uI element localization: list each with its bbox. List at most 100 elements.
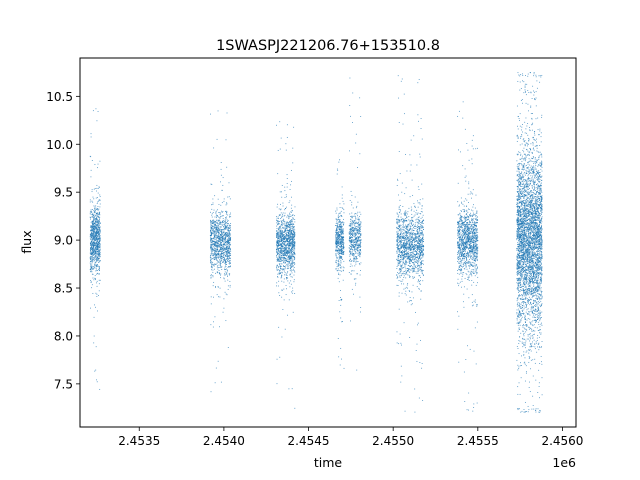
data-point xyxy=(283,269,285,271)
data-point xyxy=(98,245,99,247)
data-point xyxy=(97,265,99,267)
data-point xyxy=(340,256,341,258)
data-point xyxy=(228,233,230,235)
data-point xyxy=(99,203,101,205)
data-point xyxy=(213,281,215,283)
data-point xyxy=(220,229,222,230)
data-point xyxy=(416,233,418,235)
data-point xyxy=(222,240,224,242)
data-point xyxy=(358,221,360,223)
data-point xyxy=(212,255,214,257)
data-point xyxy=(355,282,357,284)
data-point xyxy=(351,288,353,290)
data-point xyxy=(292,246,294,248)
data-point xyxy=(294,407,296,409)
data-point xyxy=(343,223,345,225)
data-point xyxy=(226,254,228,256)
data-point xyxy=(414,271,416,272)
data-point xyxy=(284,272,286,273)
data-point xyxy=(420,246,422,248)
data-point xyxy=(400,213,402,215)
data-point xyxy=(222,262,224,263)
data-point xyxy=(417,246,419,248)
data-point xyxy=(287,236,289,238)
data-point xyxy=(281,234,283,236)
data-point xyxy=(284,250,286,252)
data-point xyxy=(349,224,351,226)
data-point xyxy=(422,235,424,237)
data-point xyxy=(282,212,284,214)
data-point xyxy=(222,311,224,313)
data-point xyxy=(414,262,416,263)
data-point xyxy=(210,276,212,278)
data-point xyxy=(404,410,406,412)
data-point xyxy=(338,213,340,215)
data-point xyxy=(419,284,421,285)
data-point xyxy=(92,236,94,238)
data-point xyxy=(223,253,225,255)
data-point xyxy=(229,198,231,200)
data-point xyxy=(335,255,337,256)
data-point xyxy=(210,240,212,242)
data-point xyxy=(286,277,288,279)
data-point xyxy=(288,250,290,251)
data-point xyxy=(211,234,213,236)
data-point xyxy=(276,219,278,221)
data-point xyxy=(224,264,226,266)
data-point xyxy=(281,184,283,186)
data-point xyxy=(96,259,98,260)
data-point xyxy=(349,237,351,239)
data-point xyxy=(96,259,97,261)
data-point xyxy=(293,262,294,264)
data-point xyxy=(354,227,356,229)
data-point xyxy=(90,226,92,228)
data-point xyxy=(290,238,292,240)
data-point xyxy=(220,251,222,252)
data-point xyxy=(91,267,93,269)
data-point xyxy=(355,217,357,219)
data-point xyxy=(221,254,222,256)
data-point xyxy=(294,219,296,220)
data-point xyxy=(97,237,99,239)
data-point xyxy=(359,251,361,253)
data-point xyxy=(210,246,211,248)
data-point xyxy=(336,227,338,229)
data-point xyxy=(417,270,419,272)
data-point xyxy=(91,263,93,265)
data-point xyxy=(282,239,284,241)
data-point xyxy=(279,234,281,236)
data-point xyxy=(343,253,345,255)
data-point xyxy=(285,237,287,239)
data-point xyxy=(217,249,218,251)
data-point xyxy=(90,244,91,246)
data-point xyxy=(353,249,355,251)
data-point xyxy=(230,250,232,252)
data-point xyxy=(212,285,214,287)
data-point xyxy=(418,397,420,399)
data-point xyxy=(414,266,416,268)
data-point xyxy=(349,226,351,227)
data-point xyxy=(223,248,225,250)
data-point xyxy=(292,241,293,243)
data-point xyxy=(97,237,99,239)
data-point xyxy=(211,246,213,248)
data-point xyxy=(216,229,218,231)
data-point xyxy=(93,198,95,200)
data-point xyxy=(229,266,231,267)
data-point xyxy=(356,226,358,228)
data-point xyxy=(93,316,95,318)
data-point xyxy=(288,241,290,243)
data-point xyxy=(284,268,286,270)
data-point xyxy=(210,220,212,222)
data-point xyxy=(222,238,224,240)
data-point xyxy=(277,216,279,218)
data-point xyxy=(352,92,354,94)
data-point xyxy=(293,236,295,238)
data-point xyxy=(353,293,354,295)
data-point xyxy=(420,264,422,266)
data-point xyxy=(339,212,341,214)
data-point xyxy=(276,235,278,236)
data-point xyxy=(401,218,403,220)
data-point xyxy=(342,239,344,240)
data-point xyxy=(340,249,342,251)
